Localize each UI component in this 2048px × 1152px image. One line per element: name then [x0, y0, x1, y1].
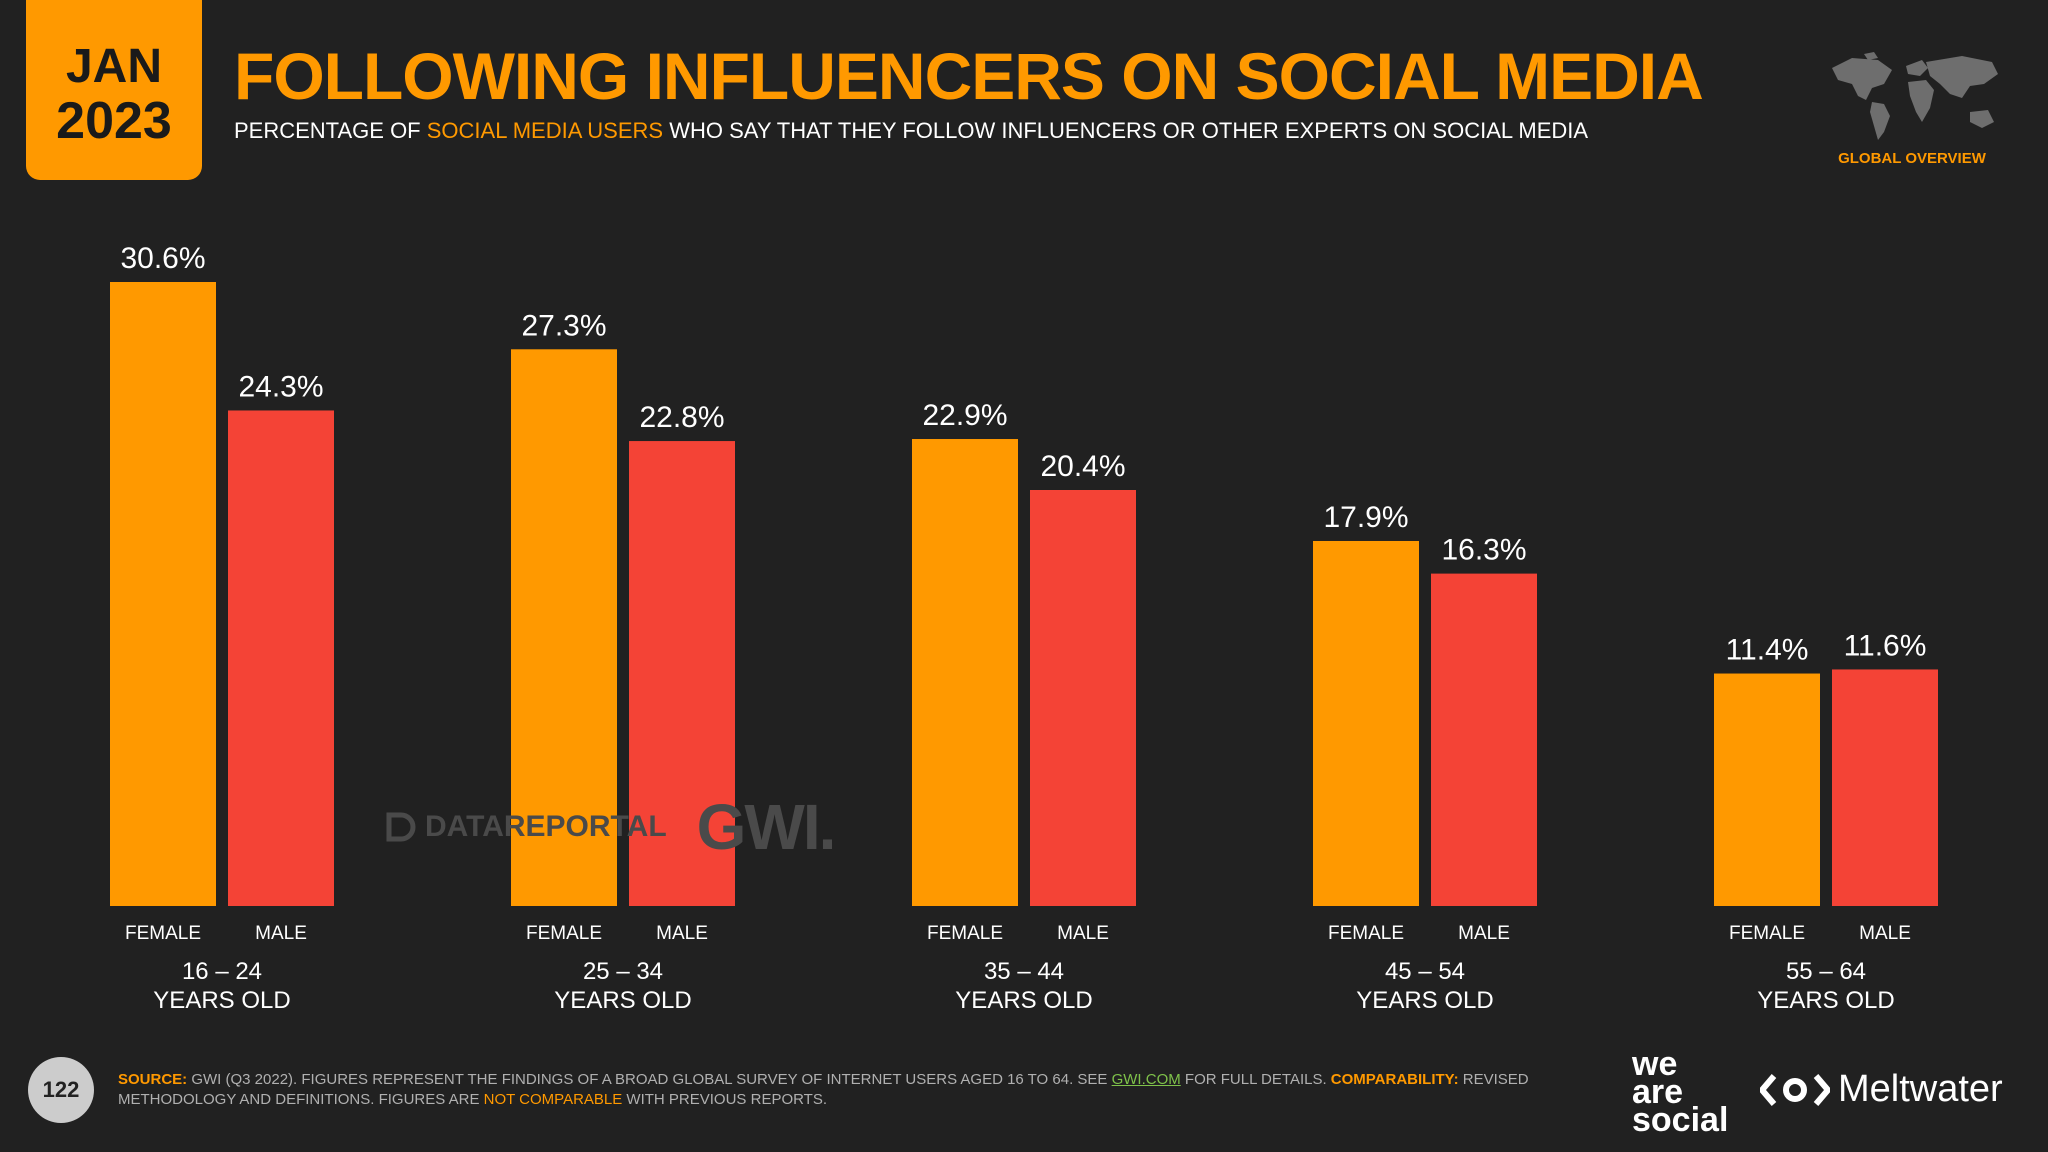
series-label-male: MALE — [656, 923, 708, 944]
gwi-watermark: GWI. — [696, 791, 837, 863]
value-label: 11.4% — [1726, 634, 1809, 667]
series-label-female: FEMALE — [125, 923, 201, 944]
category-sublabel: YEARS OLD — [955, 987, 1092, 1014]
badge-year: 2023 — [56, 92, 172, 150]
bar-male-4 — [1431, 573, 1537, 906]
bar-female-1 — [110, 282, 216, 906]
value-label: 17.9% — [1323, 501, 1408, 534]
we-are-social-line-3: social — [1632, 1101, 1729, 1139]
source-text-2: FOR FULL DETAILS. — [1180, 1071, 1331, 1088]
watermark: DATAREPORTAL GWI. — [385, 790, 837, 864]
source-text-4: WITH PREVIOUS REPORTS. — [622, 1091, 828, 1108]
series-label-female: FEMALE — [1729, 923, 1805, 944]
we-are-social-logo: we are social — [1632, 1045, 1729, 1139]
datareportal-logo-icon — [386, 812, 416, 842]
series-label-female: FEMALE — [927, 923, 1003, 944]
meltwater-icon — [1760, 1073, 1830, 1106]
series-label-female: FEMALE — [1328, 923, 1404, 944]
subtitle: PERCENTAGE OF SOCIAL MEDIA USERS WHO SAY… — [234, 118, 1588, 144]
subtitle-part2: WHO SAY THAT THEY FOLLOW INFLUENCERS OR … — [663, 118, 1589, 143]
bar-female-4 — [1313, 540, 1419, 906]
category-label: 55 – 64 — [1786, 958, 1866, 985]
global-overview-label: GLOBAL OVERVIEW — [1838, 150, 1986, 167]
meltwater-text: Meltwater — [1838, 1068, 2003, 1110]
bar-male-1 — [228, 410, 334, 906]
world-map-icon — [1832, 52, 1998, 140]
value-label: 30.6% — [120, 242, 205, 275]
value-label: 24.3% — [238, 370, 323, 403]
category-label: 16 – 24 — [182, 958, 262, 985]
category-label: 45 – 54 — [1385, 958, 1465, 985]
page-number: 122 — [28, 1057, 94, 1123]
value-label: 22.9% — [922, 399, 1007, 432]
value-label: 11.6% — [1844, 629, 1927, 662]
subtitle-part1: PERCENTAGE OF — [234, 118, 427, 143]
we-are-social-line-1: we — [1632, 1045, 1678, 1083]
value-label: 22.8% — [639, 401, 724, 434]
series-label-male: MALE — [1859, 923, 1911, 944]
not-comparable: NOT COMPARABLE — [483, 1091, 623, 1108]
bar-female-3 — [912, 439, 1018, 906]
source-label: SOURCE: — [118, 1071, 188, 1088]
source-text-1: GWI (Q3 2022). FIGURES REPRESENT THE FIN… — [187, 1071, 1112, 1088]
category-label: 25 – 34 — [583, 958, 663, 985]
category-sublabel: YEARS OLD — [153, 987, 290, 1014]
meltwater-logo: Meltwater — [1760, 1068, 2003, 1111]
series-label-male: MALE — [1458, 923, 1510, 944]
bar-male-3 — [1030, 490, 1136, 906]
value-label: 16.3% — [1441, 534, 1526, 567]
page-title: FOLLOWING INFLUENCERS ON SOCIAL MEDIA — [234, 39, 1704, 113]
value-label: 20.4% — [1040, 450, 1125, 483]
subtitle-highlight: SOCIAL MEDIA USERS — [426, 118, 664, 143]
category-sublabel: YEARS OLD — [1757, 987, 1894, 1014]
bar-female-2 — [511, 349, 617, 906]
category-sublabel: YEARS OLD — [1356, 987, 1493, 1014]
comparability-label: COMPARABILITY: — [1330, 1071, 1459, 1088]
source-link[interactable]: GWI.COM — [1111, 1071, 1181, 1088]
series-label-male: MALE — [1057, 923, 1109, 944]
bar-male-2 — [629, 441, 735, 906]
we-are-social-line-2: are — [1632, 1073, 1684, 1111]
series-label-male: MALE — [255, 923, 307, 944]
category-sublabel: YEARS OLD — [554, 987, 691, 1014]
datareportal-text: DATAREPORTAL — [425, 810, 667, 843]
date-badge: JAN 2023 — [26, 0, 202, 180]
value-label: 27.3% — [521, 309, 606, 342]
badge-month: JAN — [65, 40, 163, 93]
bar-male-5 — [1832, 669, 1938, 906]
datareportal-watermark: DATAREPORTAL — [385, 810, 667, 844]
source-text-3: REVISED METHODOLOGY AND DEFINITIONS. FIG… — [118, 1071, 1529, 1108]
source-note: SOURCE: GWI (Q3 2022). FIGURES REPRESENT… — [118, 1070, 1588, 1110]
category-label: 35 – 44 — [984, 958, 1064, 985]
bar-female-5 — [1714, 673, 1820, 906]
series-label-female: FEMALE — [526, 923, 602, 944]
